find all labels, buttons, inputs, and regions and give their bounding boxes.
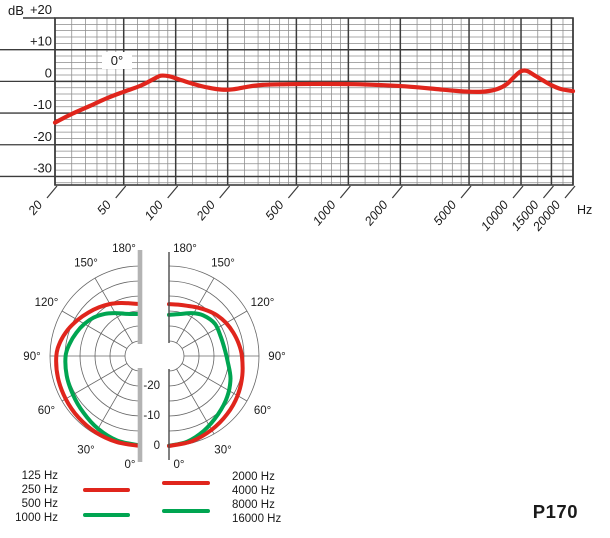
legend-label-16000hz: 16000 Hz	[232, 513, 282, 525]
x-tick-label: 100	[142, 198, 166, 223]
y-tick-label: -30	[33, 160, 52, 175]
legend-label-250hz: 250 Hz	[21, 484, 58, 496]
polar-angle-label: 120°	[35, 297, 59, 309]
x-tick-label: 500	[263, 198, 287, 223]
product-name: P170	[532, 501, 578, 522]
fr-curve-0deg	[52, 68, 576, 125]
polar-angle-label: 90°	[268, 351, 285, 363]
polar-angle-label: 0°	[125, 459, 136, 471]
x-tick-label: 5000	[431, 198, 460, 228]
legend-label-8000hz: 8000 Hz	[232, 499, 275, 511]
legend-label-125hz: 125 Hz	[21, 470, 58, 482]
legend-label-4000hz: 4000 Hz	[232, 485, 275, 497]
hz-axis-unit-label: Hz	[577, 203, 593, 217]
polar-angle-label: 30°	[214, 445, 231, 457]
polar-angle-label: 90°	[23, 351, 40, 363]
polar-ring-label: -20	[143, 380, 160, 392]
polar-axis-bar-left	[137, 250, 143, 344]
polar-angle-label: 180°	[173, 243, 197, 255]
frequency-response-chart: +20 +10 0 -10 -20 -30 20 50 100 200 500 1000 2000 500…	[0, 2, 576, 232]
x-tick-label: 10000	[478, 198, 511, 232]
x-tick-label: 1000	[310, 198, 339, 228]
polar-angle-label: 120°	[251, 297, 275, 309]
legend-swatch-green-low	[83, 513, 130, 517]
polar-angle-label: 0°	[174, 459, 185, 471]
legend-swatch-green-high	[162, 509, 210, 513]
x-tick-label: 20	[25, 198, 45, 218]
legend-label-500hz: 500 Hz	[21, 498, 58, 510]
y-tick-label: -10	[33, 97, 52, 112]
polar-pattern-chart: 0 -10 -20 0° 0° 30° 30° 60° 60° 90° 90° 120° 120° 150…	[23, 243, 285, 471]
x-tick-label: 200	[193, 198, 218, 224]
legend-label-2000hz: 2000 Hz	[232, 471, 275, 483]
legend-swatch-red-high	[162, 481, 210, 485]
y-tick-label: +10	[30, 34, 52, 49]
polar-angle-label: 60°	[254, 405, 271, 417]
polar-angle-label: 150°	[74, 257, 98, 269]
y-tick-label: 0	[45, 65, 52, 80]
polar-axis-bar-left	[137, 368, 143, 462]
polar-angle-label: 60°	[38, 405, 55, 417]
polar-angle-label: 180°	[112, 243, 136, 255]
polar-ring-label: 0	[154, 440, 160, 452]
y-tick-label: -20	[33, 129, 52, 144]
polar-curve-left-red	[54, 300, 142, 448]
legend-label-1000hz: 1000 Hz	[15, 512, 58, 524]
legend-swatch-red-low	[83, 488, 130, 492]
polar-angle-label: 30°	[77, 445, 94, 457]
polar-angle-label: 150°	[211, 257, 235, 269]
x-tick-label: 2000	[361, 198, 390, 229]
polar-curve-right-green	[167, 311, 233, 448]
on-axis-curve-annotation: 0°	[102, 52, 132, 69]
polar-curve-left-green	[63, 311, 142, 448]
x-tick-label: 50	[94, 198, 114, 218]
polar-curve-right-red	[167, 302, 245, 448]
polar-ring-label: -10	[143, 410, 160, 422]
polar-legend: 125 Hz 250 Hz 500 Hz 1000 Hz } 2000 Hz 4…	[0, 466, 340, 536]
db-axis-unit-label: dB	[8, 3, 24, 18]
y-tick-label: +20	[30, 2, 52, 17]
